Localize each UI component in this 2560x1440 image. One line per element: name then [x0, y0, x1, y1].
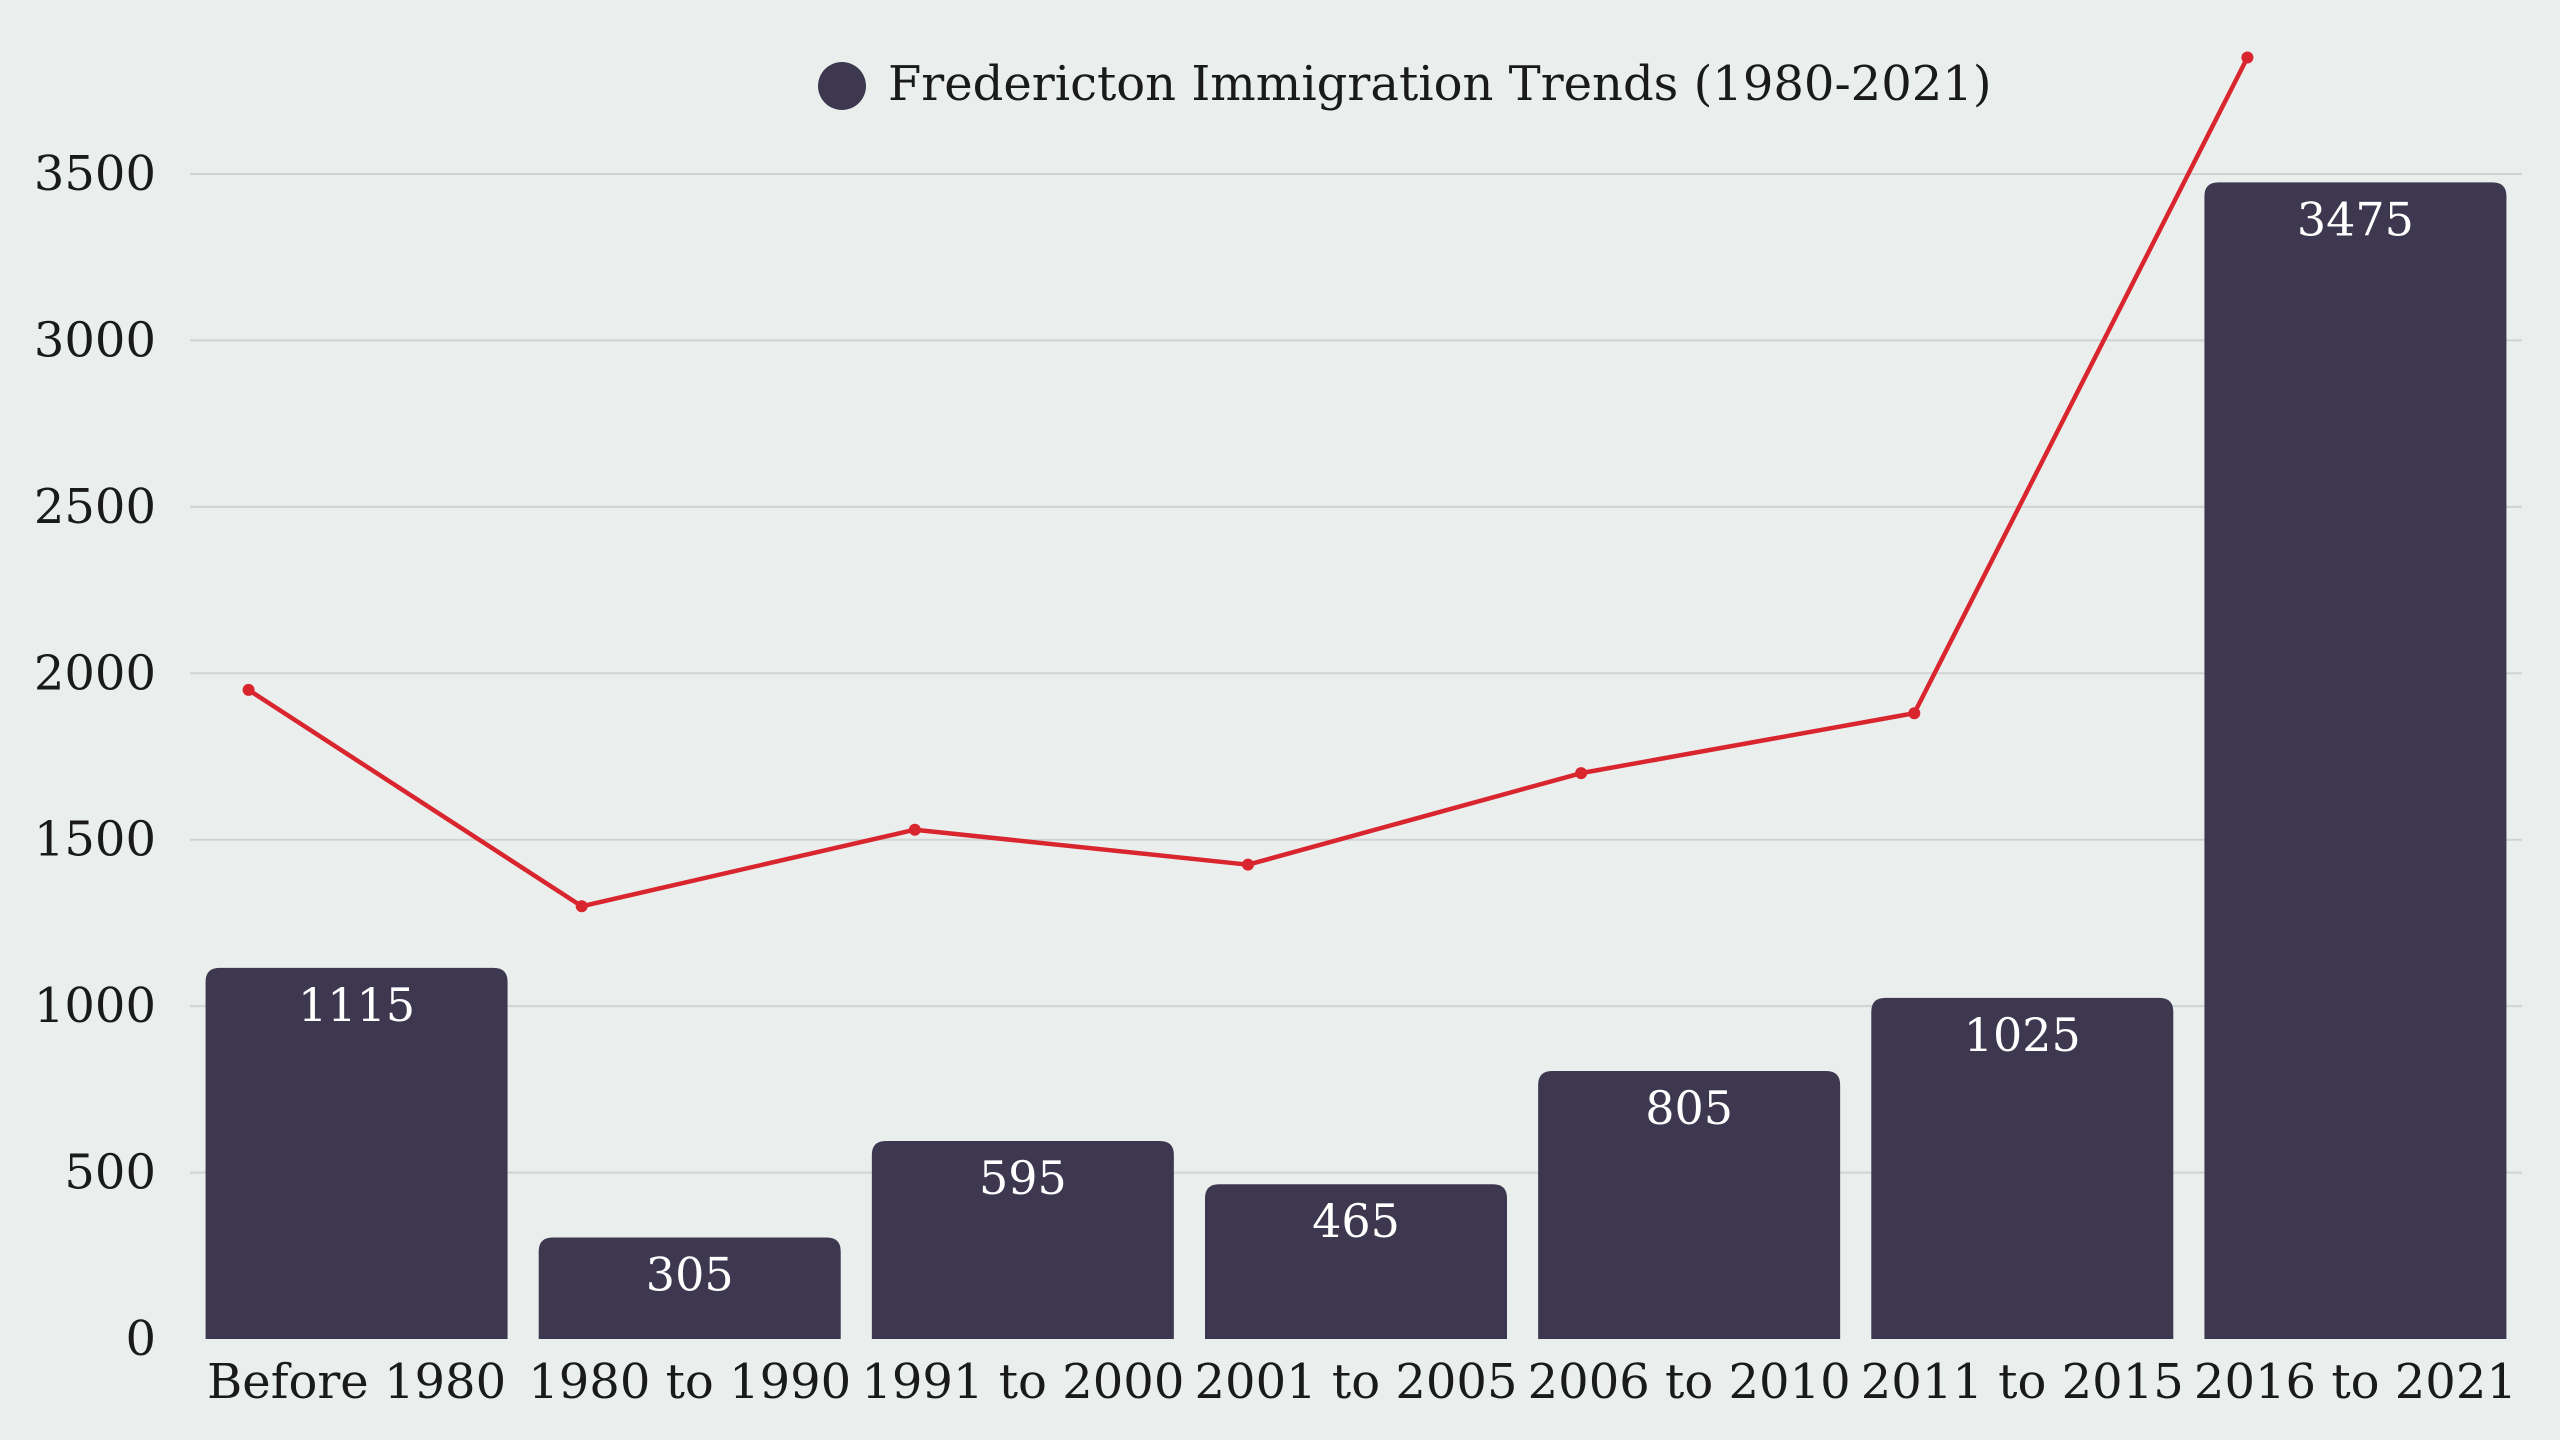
legend: Fredericton Immigration Trends (1980-202…	[818, 56, 1992, 112]
x-tick-label: 2006 to 2010	[1528, 1354, 1851, 1410]
y-tick-label: 3000	[34, 312, 156, 368]
gridlines	[190, 173, 2522, 1174]
x-axis-ticks: Before 1980 1980 to 1990 1991 to 2000 2001 …	[207, 1354, 2517, 1410]
bar	[2204, 182, 2507, 1340]
bar-value-label: 1115	[298, 978, 415, 1032]
y-tick-label: 0	[125, 1311, 156, 1367]
bar	[1205, 1184, 1507, 1339]
legend-swatch	[818, 62, 866, 110]
trend-point	[908, 823, 921, 836]
x-tick-label: 2016 to 2021	[2194, 1354, 2517, 1410]
bar-value-label: 3475	[2297, 192, 2414, 246]
y-tick-label: 2000	[34, 645, 156, 701]
bar-value-labels: 1115 305 595 465 805 1025 3475	[298, 192, 2414, 1301]
y-tick-label: 1500	[34, 812, 156, 868]
x-tick-label: Before 1980	[207, 1354, 506, 1410]
x-tick-label: 1991 to 2000	[861, 1354, 1184, 1410]
y-tick-label: 3500	[34, 146, 156, 202]
x-tick-label: 2001 to 2005	[1194, 1354, 1517, 1410]
bars	[205, 182, 2507, 1340]
trend-point	[2241, 51, 2254, 64]
bar-value-label: 465	[1312, 1194, 1400, 1248]
bar	[1538, 1071, 1841, 1339]
trend-line-series	[242, 51, 2254, 913]
bar-value-label: 305	[646, 1247, 734, 1301]
y-tick-label: 500	[64, 1145, 156, 1201]
y-axis-ticks: 0 500 1000 1500 2000 2500 3000 3500	[34, 146, 156, 1367]
bar	[871, 1140, 1174, 1339]
trend-point	[1575, 767, 1588, 780]
x-tick-label: 2011 to 2015	[1861, 1354, 2184, 1410]
y-tick-label: 1000	[34, 978, 156, 1034]
trend-point	[1242, 858, 1254, 871]
trend-point	[575, 900, 588, 913]
trend-point	[1908, 707, 1921, 720]
bar	[538, 1237, 841, 1339]
y-tick-label: 2500	[34, 479, 156, 535]
trend-line	[246, 55, 2250, 909]
bar-value-label: 595	[979, 1151, 1067, 1205]
legend-label: Fredericton Immigration Trends (1980-202…	[888, 56, 1992, 112]
x-tick-label: 1980 to 1990	[528, 1354, 851, 1410]
trend-point	[242, 683, 255, 696]
bar	[205, 967, 508, 1339]
bar-value-label: 1025	[1964, 1008, 2081, 1062]
bar	[1871, 997, 2174, 1339]
bar-value-label: 805	[1645, 1081, 1733, 1135]
